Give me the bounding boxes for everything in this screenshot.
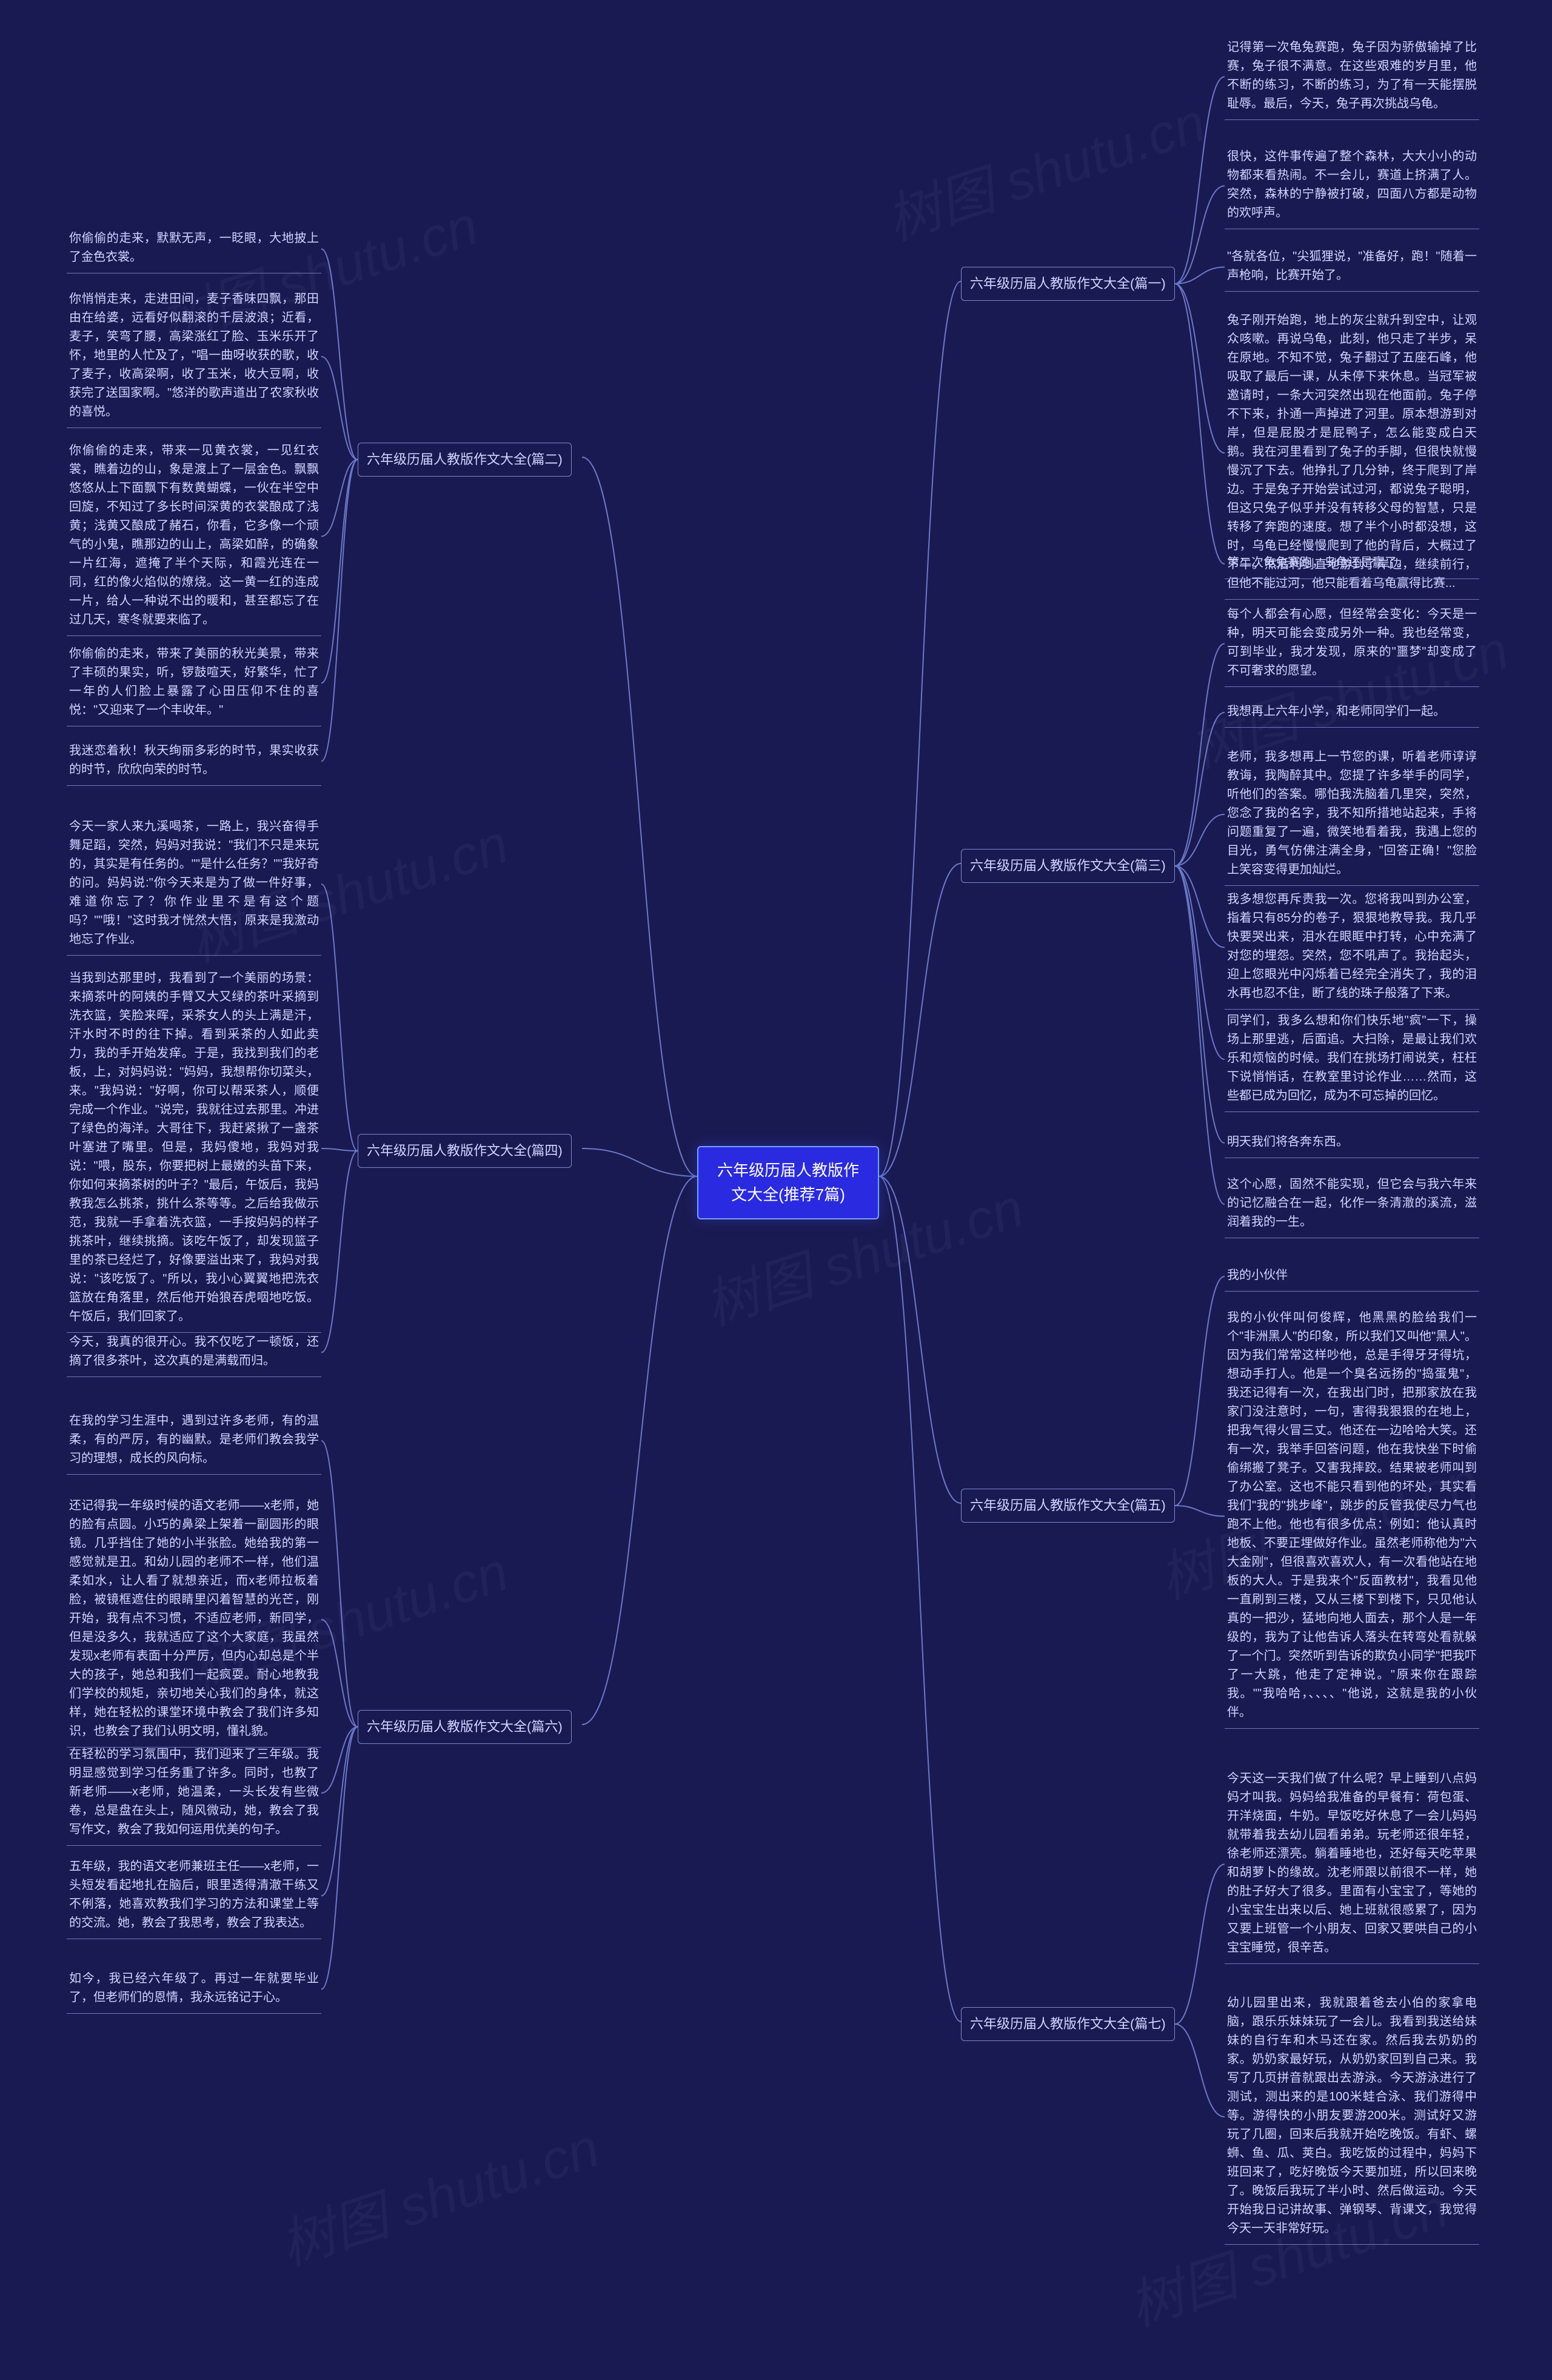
- leaf-node: 我想再上六年小学，和老师同学们一起。: [1225, 697, 1479, 728]
- leaf-node: 幼儿园里出来，我就跟着爸去小伯的家拿电脑，跟乐乐妹妹玩了一会儿。我看到我送给妹妹…: [1225, 1989, 1479, 2245]
- leaf-node: 老师，我多想再上一节您的课，听着老师谆谆教诲，我陶醉其中。您提了许多举手的同学，…: [1225, 743, 1479, 886]
- leaf-node: 在轻松的学习氛围中，我们迎来了三年级。我明显感觉到学习任务重了许多。同时，也教了…: [67, 1740, 321, 1846]
- leaf-node: 这个心愿，固然不能实现，但它会与我六年来的记忆融合在一起，化作一条清澈的溪流，滋…: [1225, 1170, 1479, 1238]
- leaf-node: 今天这一天我们做了什么呢？早上睡到八点妈妈才叫我。妈妈给我准备的早餐有：荷包蛋、…: [1225, 1765, 1479, 1964]
- branch-node[interactable]: 六年级历届人教版作文大全(篇一): [961, 267, 1175, 301]
- leaf-node: 我迷恋着秋！秋天绚丽多彩的时节，果实收获的时节，欣欣向荣的时节。: [67, 737, 321, 786]
- branch-node[interactable]: 六年级历届人教版作文大全(篇七): [961, 2007, 1175, 2041]
- leaf-node: 第二次龟兔赛跑，乌龟还是赢了。: [1225, 549, 1479, 579]
- leaf-node: 你偷偷的走来，带来一见黄衣裳，一见红衣裳，瞧着边的山，象是渡上了一层金色。飘飘悠…: [67, 437, 321, 636]
- leaf-node: 同学们，我多么想和你们快乐地"疯"一下，操场上那里逃，后面追。大扫除，是最让我们…: [1225, 1007, 1479, 1112]
- branch-node[interactable]: 六年级历届人教版作文大全(篇三): [961, 849, 1175, 883]
- leaf-node: 你悄悄走来，走进田间，麦子香味四飘，那田由在给婆，远看好似翻滚的千层波浪；近看，…: [67, 285, 321, 428]
- leaf-node: 还记得我一年级时候的语文老师——x老师，她的脸有点圆。小巧的鼻梁上架着一副圆形的…: [67, 1492, 321, 1748]
- leaf-node: 你偷偷的走来，带来了美丽的秋光美景，带来了丰硕的果实，听，锣鼓喧天，好繁华，忙了…: [67, 640, 321, 726]
- branch-node[interactable]: 六年级历届人教版作文大全(篇五): [961, 1489, 1175, 1523]
- leaf-node: 很快，这件事传遍了整个森林，大大小小的动物都来看热闹。不一会儿，赛道上挤满了人。…: [1225, 142, 1479, 229]
- leaf-node: "各就各位，"尖狐狸说，"准备好，跑！"随着一声枪响，比赛开始了。: [1225, 243, 1479, 292]
- leaf-node: 我多想您再斥责我一次。您将我叫到办公室，指着只有85分的卷子，狠狠地教导我。我几…: [1225, 885, 1479, 1010]
- leaf-node: 今天一家人来九溪喝茶，一路上，我兴奋得手舞足蹈，突然，妈妈对我说："我们不只是来…: [67, 813, 321, 956]
- branch-node[interactable]: 六年级历届人教版作文大全(篇六): [358, 1710, 572, 1744]
- leaf-node: 我的小伙伴叫何俊辉，他黑黑的脸给我们一个"非洲黑人"的印象，所以我们又叫他"黑人…: [1225, 1304, 1479, 1729]
- leaf-node: 记得第一次龟兔赛跑，兔子因为骄傲输掉了比赛，兔子很不满意。在这些艰难的岁月里，他…: [1225, 33, 1479, 120]
- branch-node[interactable]: 六年级历届人教版作文大全(篇二): [358, 443, 572, 477]
- branch-node[interactable]: 六年级历届人教版作文大全(篇四): [358, 1134, 572, 1168]
- leaf-node: 五年级，我的语文老师兼班主任——x老师，一头短发看起地扎在脑后，眼里透得清澈干练…: [67, 1852, 321, 1939]
- leaf-node: 今天，我真的很开心。我不仅吃了一顿饭，还摘了很多茶叶，这次真的是满载而归。: [67, 1328, 321, 1377]
- center-node[interactable]: 六年级历届人教版作文大全(推荐7篇): [697, 1146, 879, 1219]
- leaf-node: 你偷偷的走来，默默无声，一眨眼，大地披上了金色衣裳。: [67, 224, 321, 273]
- leaf-node: 每个人都会有心愿，但经常会变化：今天是一种，明天可能会变成另外一种。我也经常变，…: [1225, 600, 1479, 687]
- leaf-node: 在我的学习生涯中，遇到过许多老师，有的温柔，有的严厉，有的幽默。是老师们教会我学…: [67, 1407, 321, 1475]
- leaf-node: 当我到达那里时，我看到了一个美丽的场景：来摘茶叶的阿姨的手臂又大又绿的茶叶采摘到…: [67, 964, 321, 1333]
- leaf-node: 我的小伙伴: [1225, 1261, 1479, 1292]
- leaf-node: 如今，我已经六年级了。再过一年就要毕业了，但老师们的恩情，我永远铭记于心。: [67, 1965, 321, 2014]
- leaf-node: 明天我们将各奔东西。: [1225, 1128, 1479, 1158]
